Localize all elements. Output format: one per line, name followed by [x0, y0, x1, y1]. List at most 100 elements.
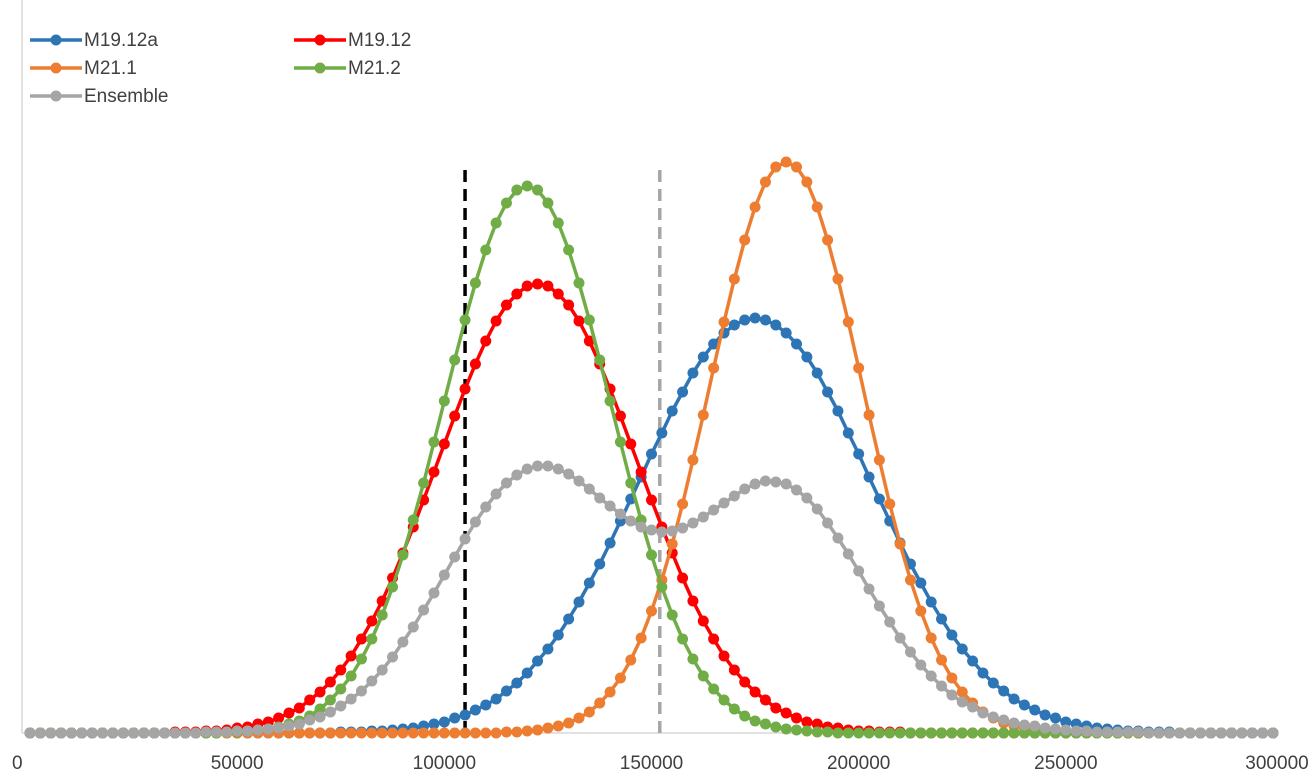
data-point	[1163, 727, 1175, 739]
data-point	[842, 427, 854, 439]
data-point	[884, 727, 896, 739]
data-point	[604, 686, 616, 698]
data-point	[1132, 726, 1144, 738]
data-point	[915, 727, 927, 739]
data-point	[822, 386, 834, 398]
data-point	[583, 335, 595, 347]
data-point	[542, 643, 554, 655]
data-point	[573, 712, 585, 724]
data-point	[614, 410, 626, 422]
data-point	[739, 710, 751, 722]
data-point	[500, 197, 512, 209]
data-point	[469, 727, 481, 739]
data-point	[853, 362, 865, 374]
data-point	[811, 503, 823, 515]
data-point	[801, 492, 813, 504]
data-point	[1184, 727, 1196, 739]
data-point	[1246, 727, 1258, 739]
data-point	[459, 727, 471, 739]
data-point	[480, 501, 492, 513]
data-point	[594, 558, 606, 570]
data-point	[749, 686, 761, 698]
data-point	[832, 273, 844, 285]
data-point	[1101, 726, 1113, 738]
data-point	[24, 727, 36, 739]
data-point	[853, 727, 865, 739]
data-point	[853, 448, 865, 460]
data-point	[791, 161, 803, 173]
data-point	[345, 650, 357, 662]
data-point	[314, 727, 326, 739]
data-point	[532, 655, 544, 667]
data-point	[687, 517, 699, 529]
data-point	[532, 278, 544, 290]
data-point	[1018, 719, 1030, 731]
data-point	[1029, 704, 1041, 716]
data-point	[449, 712, 461, 724]
data-point	[1194, 727, 1206, 739]
x-tick-label: 0	[12, 753, 23, 774]
data-point	[956, 643, 968, 655]
data-point	[231, 725, 243, 737]
data-point	[946, 689, 958, 701]
data-point	[407, 727, 419, 739]
data-point	[1018, 727, 1030, 739]
data-point	[956, 686, 968, 698]
data-point	[1029, 720, 1041, 732]
data-point	[1018, 699, 1030, 711]
data-point	[646, 524, 657, 536]
data-point	[148, 727, 160, 739]
data-point	[563, 613, 575, 625]
data-point	[863, 409, 875, 421]
data-point	[614, 508, 626, 520]
data-point	[646, 448, 657, 460]
data-point	[956, 727, 968, 739]
data-point	[842, 316, 854, 328]
data-point	[490, 727, 502, 739]
data-point	[552, 463, 564, 475]
data-point	[697, 670, 709, 682]
data-point	[728, 664, 740, 676]
data-point	[728, 273, 740, 285]
data-point	[583, 577, 595, 589]
data-point	[293, 727, 305, 739]
data-point	[438, 395, 450, 407]
data-point	[418, 477, 430, 489]
data-point	[542, 197, 554, 209]
data-point	[967, 655, 979, 667]
data-point	[418, 727, 430, 739]
series-line	[30, 282, 1273, 735]
data-point	[552, 629, 564, 641]
data-point	[314, 686, 326, 698]
data-point	[532, 724, 544, 736]
data-point	[283, 707, 295, 719]
data-point	[759, 694, 771, 706]
data-point	[1039, 722, 1051, 734]
data-point	[956, 696, 968, 708]
data-point	[873, 727, 885, 739]
data-point	[469, 358, 481, 370]
data-point	[749, 715, 761, 727]
data-point	[687, 367, 699, 379]
data-point	[666, 525, 678, 537]
data-point	[438, 727, 450, 739]
data-point	[863, 583, 875, 595]
data-point	[242, 725, 254, 737]
data-point	[822, 517, 834, 529]
data-point	[1070, 725, 1082, 737]
data-point	[480, 244, 492, 256]
legend-marker	[50, 34, 62, 46]
data-point	[946, 672, 958, 684]
data-point	[490, 693, 502, 705]
data-point	[366, 675, 378, 687]
x-tick-label: 250000	[1034, 753, 1097, 774]
data-point	[925, 596, 937, 608]
data-point	[542, 722, 554, 734]
data-point	[438, 569, 450, 581]
data-point	[677, 498, 689, 510]
data-point	[221, 726, 233, 738]
data-point	[967, 701, 979, 713]
data-point	[904, 646, 916, 658]
data-point	[770, 476, 782, 488]
